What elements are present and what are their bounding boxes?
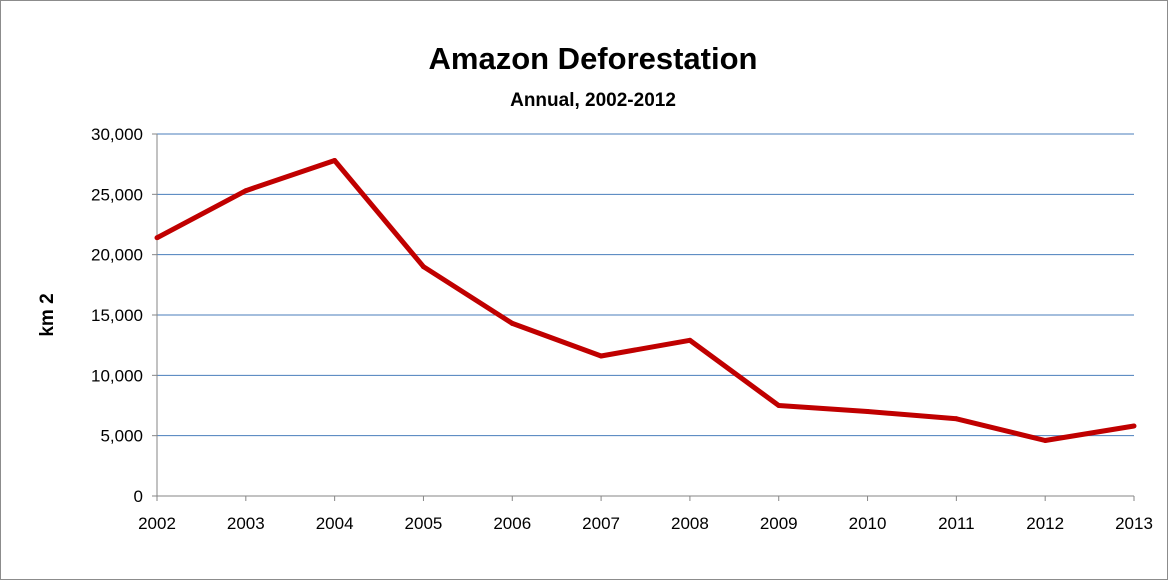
chart-title: Amazon Deforestation [429, 41, 758, 76]
data-point-2005 [420, 264, 426, 270]
data-point-2012 [1042, 437, 1048, 443]
axes [152, 133, 1135, 501]
y-tick-label: 5,000 [100, 427, 143, 446]
x-tick-label: 2010 [849, 514, 887, 533]
x-tick-label: 2011 [938, 514, 975, 533]
x-tick-label: 2004 [316, 514, 354, 533]
x-tick-label: 2013 [1115, 514, 1153, 533]
y-tick-label: 25,000 [91, 185, 143, 204]
x-tick-label: 2003 [227, 514, 265, 533]
gridlines [157, 133, 1134, 437]
y-tick-label: 10,000 [91, 366, 143, 385]
data-point-2002 [154, 235, 160, 241]
x-tick-label: 2007 [582, 514, 620, 533]
data-point-2010 [865, 409, 871, 415]
x-tick-label: 2012 [1026, 514, 1064, 533]
chart-subtitle: Annual, 2002-2012 [510, 90, 676, 111]
y-tick-label: 0 [134, 487, 143, 506]
x-tick-label: 2008 [671, 514, 709, 533]
data-point-2009 [776, 403, 782, 408]
y-tick-label: 15,000 [91, 306, 143, 325]
data-point-2011 [953, 416, 959, 422]
x-tick-label: 2009 [760, 514, 798, 533]
x-tick-label: 2006 [493, 514, 531, 533]
data-point-2013 [1131, 423, 1137, 429]
series-layer [154, 158, 1137, 443]
data-point-2006 [509, 320, 515, 326]
x-tick-label: 2005 [405, 514, 443, 533]
series-line-0 [155, 158, 1135, 443]
data-point-2008 [687, 337, 693, 343]
data-point-2004 [332, 158, 338, 164]
y-tick-labels: 0 5,000 10,000 15,000 20,000 25,000 30,000 [91, 125, 143, 506]
y-axis-label: km 2 [37, 293, 58, 336]
y-tick-label: 30,000 [91, 125, 143, 144]
y-tick-label: 20,000 [91, 246, 143, 265]
data-point-2007 [598, 353, 604, 359]
x-tick-labels: 2002 2003 2004 2005 2006 2007 2008 2009 2010 2011… [138, 514, 1153, 533]
x-tick-label: 2002 [138, 514, 176, 533]
data-point-2003 [243, 188, 249, 194]
